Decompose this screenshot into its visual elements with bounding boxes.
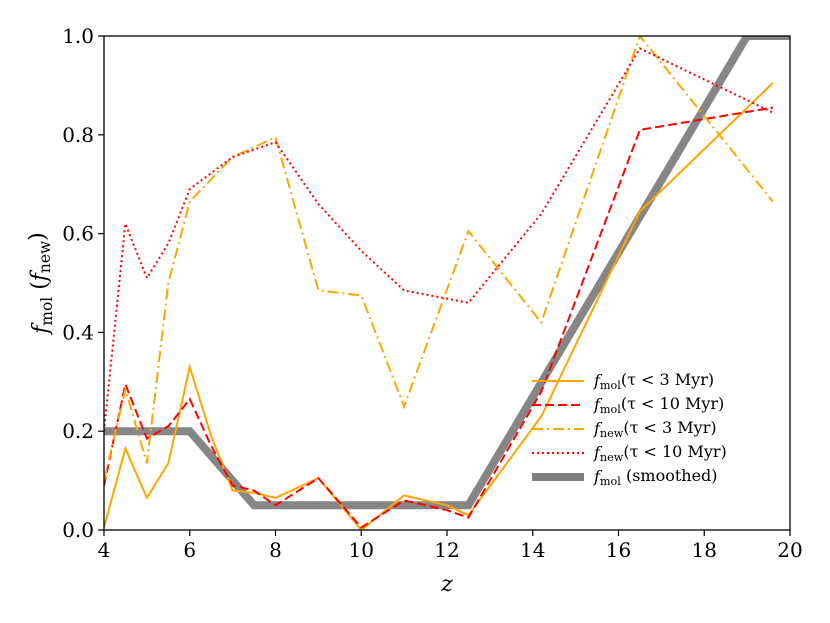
x-tick-label: 14 <box>520 538 545 562</box>
label-part: f <box>593 443 603 462</box>
legend-label-3: fnew(τ < 3 Myr) <box>593 418 717 440</box>
series-line-1 <box>104 82 774 530</box>
label-part: ) <box>26 232 51 241</box>
label-part: (τ < 10 Myr) <box>623 442 726 461</box>
legend-label-4: fnew(τ < 10 Myr) <box>593 442 727 464</box>
label-part: (τ < 3 Myr) <box>621 370 714 389</box>
series-layer <box>104 36 790 530</box>
label-part: (τ < 3 Myr) <box>623 418 716 437</box>
legend-label-5: fmol (smoothed) <box>593 466 718 488</box>
subscript: mol <box>600 379 621 392</box>
x-tick-label: 12 <box>434 538 459 562</box>
legend-label-1: fmol(τ < 3 Myr) <box>593 370 714 392</box>
x-tick-label: 6 <box>183 538 196 562</box>
y-tick-label: 0.0 <box>62 518 94 542</box>
x-tick-label: 20 <box>777 538 802 562</box>
x-tick-label: 18 <box>692 538 717 562</box>
subscript: new <box>600 427 624 440</box>
subscript: mol <box>38 297 56 326</box>
plot-area <box>104 36 790 530</box>
y-tick-label: 0.4 <box>62 320 94 344</box>
subscript: new <box>600 451 624 464</box>
x-tick-label: 8 <box>269 538 282 562</box>
label-part: f <box>593 467 603 486</box>
label-part: ( <box>27 281 52 297</box>
legend: fmol(τ < 3 Myr)fmol(τ < 10 Myr)fnew(τ < … <box>532 370 727 488</box>
subscript: new <box>36 241 54 273</box>
x-axis-label: z <box>440 572 453 597</box>
label-part: (τ < 10 Myr) <box>621 394 724 413</box>
y-tick-label: 0.8 <box>62 123 94 147</box>
y-tick-label: 0.2 <box>62 419 94 443</box>
x-tick-label: 10 <box>349 538 374 562</box>
label-part: (smoothed) <box>621 466 718 485</box>
x-tick-label: 4 <box>98 538 111 562</box>
x-tick-label: 16 <box>606 538 631 562</box>
label-part: f <box>593 395 603 414</box>
y-tick-label: 1.0 <box>62 24 94 48</box>
subscript: mol <box>600 475 621 488</box>
subscript: mol <box>600 403 621 416</box>
series-line-2 <box>104 106 774 529</box>
y-axis-label: fmol (fnew) <box>26 232 56 335</box>
legend-label-2: fmol(τ < 10 Myr) <box>593 394 724 416</box>
label-part: f <box>593 371 603 390</box>
series-line-3 <box>104 36 774 481</box>
label-part: f <box>593 419 603 438</box>
ticks-layer: 4 6 8 10 12 14 16 18 20 0.0 0.2 0.4 0.6 0.8 1.0 <box>62 24 803 562</box>
y-tick-label: 0.6 <box>62 222 94 246</box>
